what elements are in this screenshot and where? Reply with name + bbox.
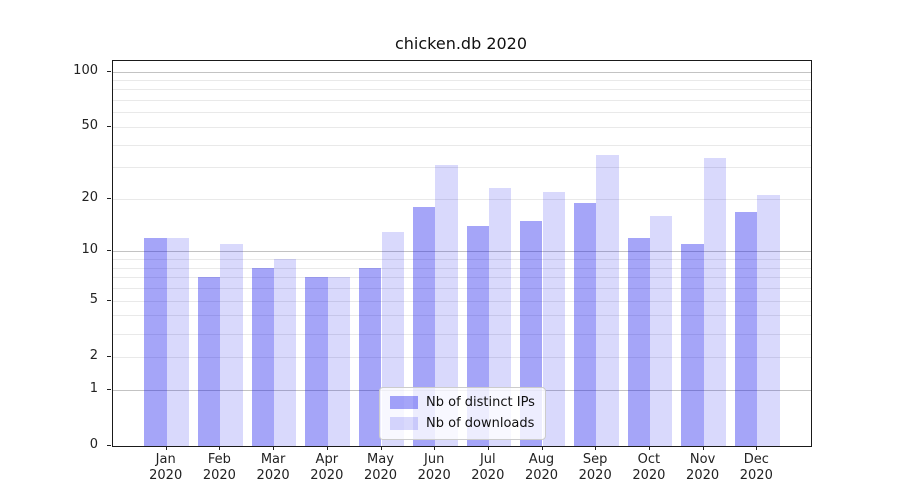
y-tick-mark-50 — [107, 126, 111, 127]
minor-gridline-60 — [113, 112, 811, 114]
x-axis-label-may-2020: May 2020 — [363, 452, 398, 483]
legend: Nb of distinct IPs Nb of downloads — [379, 387, 546, 440]
x-axis-label-oct-2020: Oct 2020 — [632, 452, 666, 483]
minor-gridline-5 — [113, 300, 811, 302]
y-axis-tick-label-10: 10 — [81, 242, 98, 258]
x-tick-mark-3 — [273, 446, 275, 450]
major-gridline-10 — [113, 251, 811, 253]
chart-title: chicken.db 2020 — [394, 34, 528, 53]
bar-downloads-jan-2020 — [166, 237, 190, 446]
x-axis-label-jan-2020: Jan 2020 — [149, 452, 183, 483]
y-axis-tick-label-50: 50 — [81, 118, 98, 133]
y-tick-mark-0 — [107, 445, 111, 446]
x-axis-label-sep-2020: Sep 2020 — [578, 452, 612, 483]
x-tick-mark-9 — [595, 446, 597, 450]
legend-label-downloads: Nb of downloads — [426, 416, 535, 431]
y-axis-tick-label-1: 1 — [89, 380, 98, 396]
bar-distinct-ips-apr-2020 — [305, 277, 328, 446]
minor-gridline-30 — [113, 167, 811, 169]
x-tick-mark-6 — [434, 446, 436, 450]
bar-downloads-feb-2020 — [220, 244, 243, 446]
bar-distinct-ips-jun-2020 — [412, 207, 436, 446]
major-gridline-100 — [113, 71, 811, 73]
x-tick-mark-2 — [219, 446, 221, 450]
x-tick-mark-1 — [165, 446, 167, 450]
minor-gridline-2 — [113, 356, 811, 358]
y-tick-mark-2 — [107, 355, 111, 357]
x-axis-label-apr-2020: Apr 2020 — [310, 452, 344, 483]
bar-downloads-mar-2020 — [274, 259, 297, 446]
bar-distinct-ips-dec-2020 — [734, 211, 758, 446]
minor-gridline-6 — [113, 288, 811, 290]
x-tick-mark-5 — [380, 446, 382, 450]
x-axis-label-dec-2020: Dec 2020 — [739, 452, 773, 483]
y-tick-mark-100 — [107, 70, 111, 72]
legend-swatch-distinct-ips — [390, 396, 418, 409]
bar-distinct-ips-oct-2020 — [627, 237, 650, 446]
bar-downloads-aug-2020 — [542, 191, 565, 446]
y-tick-mark-20 — [107, 198, 111, 199]
minor-gridline-3 — [113, 333, 811, 335]
bar-downloads-nov-2020 — [703, 157, 726, 446]
y-axis-tick-label-5: 5 — [89, 291, 98, 307]
y-axis-tick-label-20: 20 — [81, 190, 98, 205]
minor-gridline-9 — [113, 259, 811, 261]
minor-gridline-4 — [113, 315, 811, 317]
minor-gridline-40 — [113, 144, 811, 146]
bar-downloads-jul-2020 — [488, 188, 512, 446]
x-axis-label-jun-2020: Jun 2020 — [417, 452, 451, 483]
bar-downloads-oct-2020 — [649, 216, 673, 446]
bar-downloads-jun-2020 — [435, 164, 458, 446]
minor-gridline-7 — [113, 277, 811, 279]
x-axis-label-aug-2020: Aug 2020 — [524, 452, 559, 483]
minor-gridline-80 — [113, 89, 811, 91]
legend-label-distinct-ips: Nb of distinct IPs — [426, 395, 535, 410]
x-tick-mark-12 — [756, 446, 758, 450]
y-axis-tick-label-2: 2 — [89, 347, 98, 363]
minor-gridline-8 — [113, 267, 811, 269]
x-axis-label-feb-2020: Feb 2020 — [202, 452, 236, 483]
x-tick-mark-7 — [487, 446, 489, 450]
bar-downloads-sep-2020 — [596, 155, 619, 446]
bar-downloads-dec-2020 — [757, 195, 780, 446]
y-axis-tick-label-0: 0 — [89, 437, 98, 452]
y-tick-mark-10 — [107, 250, 111, 252]
x-axis-label-nov-2020: Nov 2020 — [686, 452, 720, 483]
x-axis-label-mar-2020: Mar 2020 — [256, 452, 290, 483]
bar-distinct-ips-sep-2020 — [573, 202, 597, 446]
y-tick-mark-1 — [107, 388, 111, 390]
bar-distinct-ips-jan-2020 — [144, 237, 167, 446]
minor-gridline-20 — [113, 199, 811, 200]
plot-area: Nb of distinct IPs Nb of downloads — [112, 60, 812, 447]
x-axis-label-jul-2020: Jul 2020 — [471, 452, 505, 483]
minor-gridline-50 — [113, 127, 811, 128]
y-axis-tick-label-100: 100 — [73, 62, 98, 78]
x-tick-mark-4 — [326, 446, 328, 450]
x-tick-mark-10 — [648, 446, 650, 450]
bar-distinct-ips-nov-2020 — [681, 244, 704, 446]
bar-distinct-ips-mar-2020 — [251, 267, 275, 446]
minor-gridline-90 — [113, 80, 811, 81]
x-tick-mark-8 — [541, 446, 543, 450]
bar-distinct-ips-may-2020 — [359, 267, 382, 446]
bar-distinct-ips-feb-2020 — [198, 277, 221, 446]
legend-swatch-downloads — [390, 417, 418, 430]
minor-gridline-70 — [113, 100, 811, 102]
y-tick-mark-5 — [107, 299, 111, 301]
legend-item-distinct-ips: Nb of distinct IPs — [390, 395, 535, 410]
legend-item-downloads: Nb of downloads — [390, 416, 535, 431]
x-tick-mark-11 — [702, 446, 704, 450]
bar-downloads-apr-2020 — [327, 277, 351, 446]
